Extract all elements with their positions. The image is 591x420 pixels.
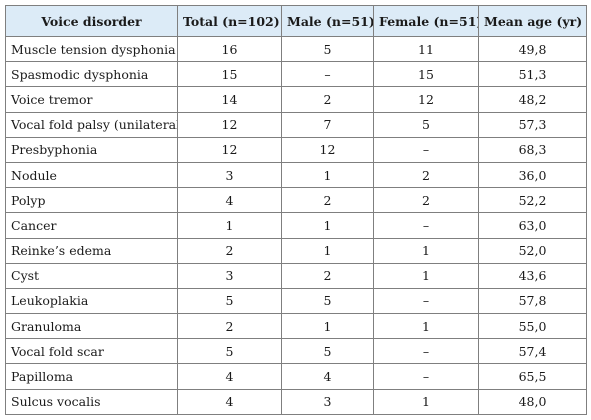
cell-male: 2: [281, 262, 374, 289]
cell-female: 15: [373, 61, 479, 88]
cell-total: 12: [177, 136, 282, 163]
cell-total: 4: [177, 388, 282, 416]
table-row: Cancer 1 1–63,0: [5, 212, 587, 239]
cell-male: 1: [281, 212, 374, 239]
cell-voice-disorder: Polyp: [5, 187, 178, 214]
cell-female: 1: [373, 237, 479, 264]
cell-male: 4: [281, 363, 374, 390]
cell-male: 5: [281, 287, 374, 315]
table-row: Cyst 3 2 1 43,6: [5, 262, 587, 289]
cell-voice-disorder: Muscle tension dysphonia: [5, 35, 178, 63]
cell-male: 1: [281, 161, 374, 189]
cell-voice-disorder: Nodule: [5, 161, 178, 189]
cell-voice-disorder: Leukoplakia: [5, 287, 178, 315]
table-row: Sulcus vocalis 4 3 1 48,0: [5, 388, 587, 416]
cell-male: 1: [281, 237, 374, 264]
cell-female: –: [373, 212, 479, 239]
cell-male: –: [281, 61, 374, 88]
cell-male: 12: [281, 136, 374, 163]
cell-female: –: [373, 363, 479, 390]
cell-voice-disorder: Sulcus vocalis: [5, 388, 178, 416]
cell-female: 11: [373, 35, 479, 63]
voice-disorder-table: Voice disorder Total (n=102) Male (n=51)…: [5, 5, 587, 416]
cell-total: 15: [177, 61, 282, 88]
cell-total: 3: [177, 161, 282, 189]
cell-mean-age: 43,6: [478, 262, 587, 289]
table-row: Leukoplakia 5 5–57,8: [5, 287, 587, 315]
cell-total: 3: [177, 262, 282, 289]
table-row: Nodule 3 1 2 36,0: [5, 161, 587, 189]
table-body: Muscle tension dysphonia 16 5 11 49,8 Spasmod…: [5, 35, 587, 416]
cell-mean-age: 55,0: [478, 313, 587, 340]
cell-mean-age: 48,0: [478, 388, 587, 416]
cell-mean-age: 49,8: [478, 35, 587, 63]
table-row: Papilloma 4 4–65,5: [5, 363, 587, 390]
cell-voice-disorder: Granuloma: [5, 313, 178, 340]
cell-total: 12: [177, 111, 282, 138]
cell-total: 16: [177, 35, 282, 63]
cell-male: 5: [281, 338, 374, 365]
cell-female: –: [373, 287, 479, 315]
cell-voice-disorder: Vocal fold palsy (unilateral): [5, 111, 178, 138]
cell-mean-age: 65,5: [478, 363, 587, 390]
header-row: Voice disorder Total (n=102) Male (n=51)…: [5, 5, 587, 37]
cell-total: 14: [177, 86, 282, 113]
cell-total: 4: [177, 187, 282, 214]
cell-female: –: [373, 136, 479, 163]
cell-mean-age: 57,8: [478, 287, 587, 315]
cell-male: 3: [281, 388, 374, 416]
cell-mean-age: 51,3: [478, 61, 587, 88]
cell-total: 1: [177, 212, 282, 239]
cell-mean-age: 57,4: [478, 338, 587, 365]
cell-male: 2: [281, 187, 374, 214]
cell-total: 4: [177, 363, 282, 390]
cell-total: 5: [177, 338, 282, 365]
cell-male: 2: [281, 86, 374, 113]
table-row: Voice tremor 14 2 12 48,2: [5, 86, 587, 113]
cell-female: 1: [373, 388, 479, 416]
header-female: Female (n=51): [373, 5, 479, 37]
cell-female: –: [373, 338, 479, 365]
cell-female: 2: [373, 161, 479, 189]
cell-voice-disorder: Reinke’s edema: [5, 237, 178, 264]
cell-voice-disorder: Voice tremor: [5, 86, 178, 113]
cell-male: 7: [281, 111, 374, 138]
header-mean-age: Mean age (yr): [478, 5, 587, 37]
cell-total: 5: [177, 287, 282, 315]
table-row: Presbyphonia 12 12–68,3: [5, 136, 587, 163]
cell-mean-age: 63,0: [478, 212, 587, 239]
header-total: Total (n=102): [177, 5, 282, 37]
table-row: Muscle tension dysphonia 16 5 11 49,8: [5, 35, 587, 63]
cell-voice-disorder: Cyst: [5, 262, 178, 289]
table-row: Granuloma 2 1 1 55,0: [5, 313, 587, 340]
cell-mean-age: 52,2: [478, 187, 587, 214]
table-row: Reinke’s edema 2 1 1 52,0: [5, 237, 587, 264]
cell-male: 1: [281, 313, 374, 340]
cell-female: 1: [373, 313, 479, 340]
table-row: Vocal fold palsy (unilateral) 12 7 5 57,3: [5, 111, 587, 138]
cell-voice-disorder: Spasmodic dysphonia: [5, 61, 178, 88]
cell-total: 2: [177, 313, 282, 340]
cell-voice-disorder: Cancer: [5, 212, 178, 239]
cell-mean-age: 52,0: [478, 237, 587, 264]
cell-mean-age: 57,3: [478, 111, 587, 138]
cell-female: 2: [373, 187, 479, 214]
cell-female: 5: [373, 111, 479, 138]
cell-mean-age: 68,3: [478, 136, 587, 163]
cell-female: 12: [373, 86, 479, 113]
table-row: Spasmodic dysphonia 15–15 51,3: [5, 61, 587, 88]
table-row: Vocal fold scar 5 5–57,4: [5, 338, 587, 365]
cell-mean-age: 48,2: [478, 86, 587, 113]
cell-voice-disorder: Presbyphonia: [5, 136, 178, 163]
cell-mean-age: 36,0: [478, 161, 587, 189]
cell-male: 5: [281, 35, 374, 63]
header-voice-disorder: Voice disorder: [5, 5, 178, 37]
table-row: Polyp 4 2 2 52,2: [5, 187, 587, 214]
cell-voice-disorder: Vocal fold scar: [5, 338, 178, 365]
cell-total: 2: [177, 237, 282, 264]
table-header: Voice disorder Total (n=102) Male (n=51)…: [5, 5, 587, 37]
cell-female: 1: [373, 262, 479, 289]
header-male: Male (n=51): [281, 5, 374, 37]
cell-voice-disorder: Papilloma: [5, 363, 178, 390]
